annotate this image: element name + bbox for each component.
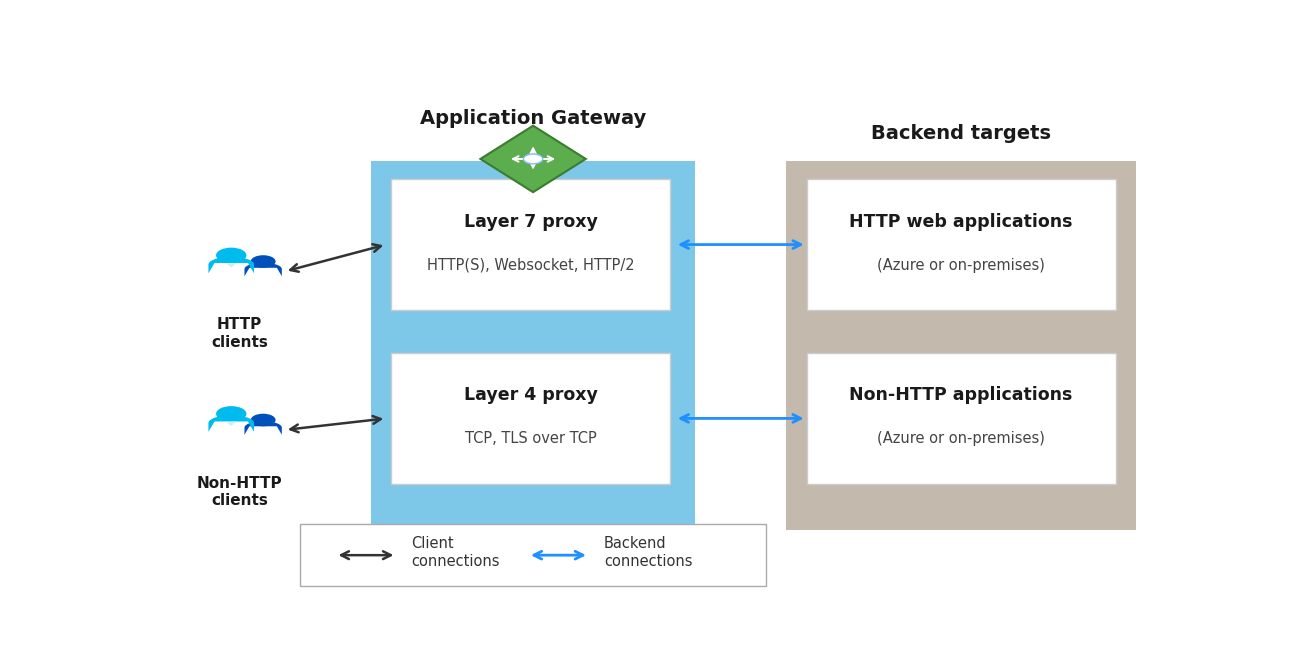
Polygon shape <box>208 416 254 432</box>
FancyBboxPatch shape <box>787 161 1136 530</box>
Polygon shape <box>226 263 237 268</box>
Polygon shape <box>244 263 282 276</box>
Text: Layer 4 proxy: Layer 4 proxy <box>464 386 597 404</box>
Polygon shape <box>208 257 254 274</box>
Text: Layer 7 proxy: Layer 7 proxy <box>464 212 597 230</box>
Text: HTTP web applications: HTTP web applications <box>850 212 1073 230</box>
FancyBboxPatch shape <box>371 161 695 530</box>
FancyBboxPatch shape <box>301 525 766 586</box>
Text: Application Gateway: Application Gateway <box>420 108 646 127</box>
Circle shape <box>216 248 247 263</box>
FancyBboxPatch shape <box>806 353 1115 483</box>
Text: Client
connections: Client connections <box>412 537 501 569</box>
Circle shape <box>216 406 247 422</box>
Text: Non-HTTP
clients: Non-HTTP clients <box>196 476 282 509</box>
Text: (Azure or on-premises): (Azure or on-premises) <box>877 432 1046 446</box>
Polygon shape <box>226 422 237 426</box>
Text: Non-HTTP applications: Non-HTTP applications <box>850 386 1073 404</box>
Circle shape <box>251 255 276 268</box>
FancyBboxPatch shape <box>806 179 1115 309</box>
Text: HTTP
clients: HTTP clients <box>210 317 268 350</box>
Text: Backend
connections: Backend connections <box>604 537 693 569</box>
Text: HTTP(S), Websocket, HTTP/2: HTTP(S), Websocket, HTTP/2 <box>427 258 634 272</box>
Text: TCP, TLS over TCP: TCP, TLS over TCP <box>465 432 596 446</box>
Circle shape <box>524 154 542 164</box>
FancyBboxPatch shape <box>391 179 669 309</box>
Polygon shape <box>481 125 586 192</box>
Text: Backend targets: Backend targets <box>870 124 1051 143</box>
Circle shape <box>251 414 276 426</box>
FancyBboxPatch shape <box>391 353 669 483</box>
Polygon shape <box>244 421 282 435</box>
Text: (Azure or on-premises): (Azure or on-premises) <box>877 258 1046 272</box>
